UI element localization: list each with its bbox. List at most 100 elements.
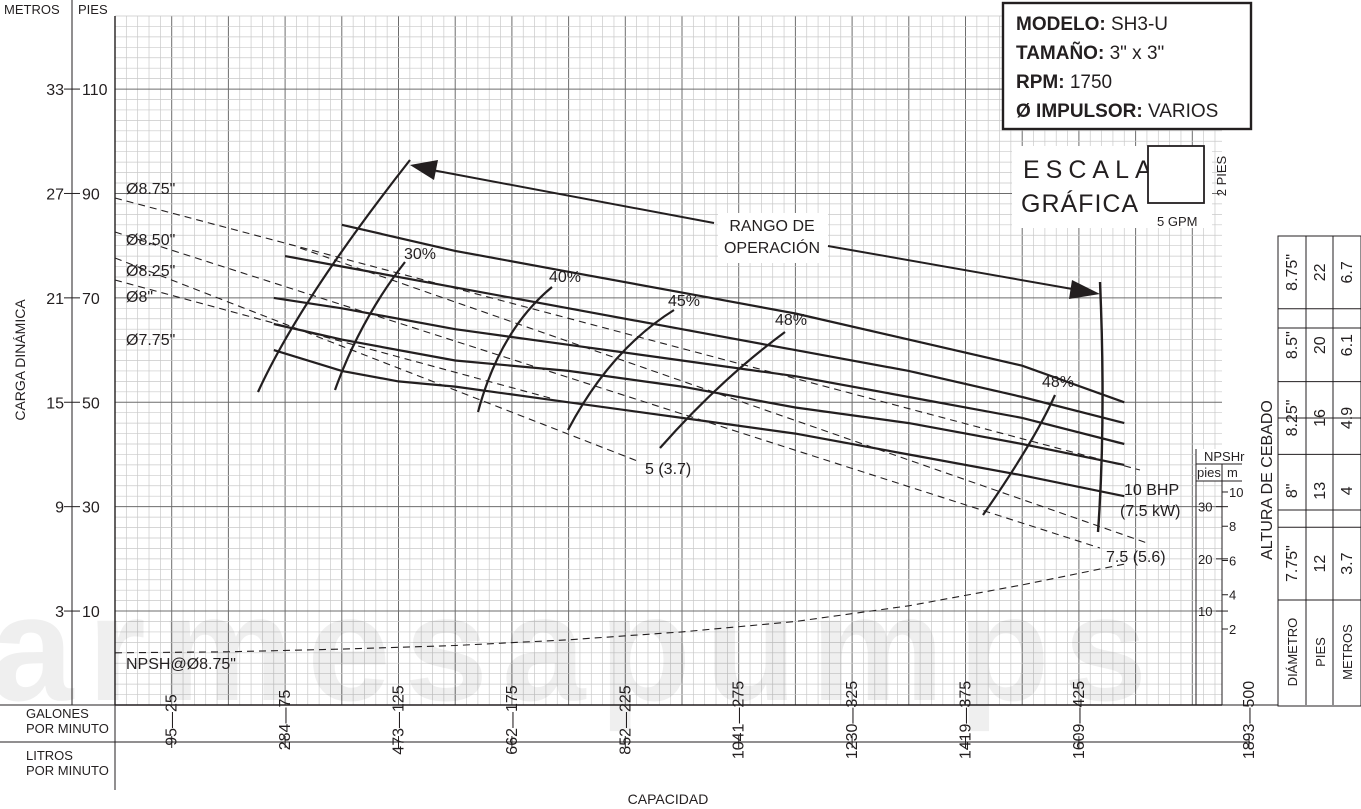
model-label: MODELO: [1016, 14, 1106, 35]
svg-text:TAMAÑO: 3" x 3": TAMAÑO: 3" x 3" [1016, 42, 1164, 64]
x-tick-1: 284—75 [277, 690, 294, 751]
y-tick-ft-2: 50 [82, 395, 100, 412]
scale-gpm: 5 GPM [1157, 214, 1197, 229]
efficiency-curve-3 [567, 309, 675, 431]
svg-text:RPM: 1750: RPM: 1750 [1016, 72, 1112, 93]
y-tick-ft-3: 70 [82, 291, 100, 308]
series-label-1: Ø8.50" [126, 232, 175, 249]
rpm-label: RPM: [1016, 72, 1065, 93]
power-lines [114, 197, 1151, 549]
bhp-line-0 [114, 197, 1141, 471]
svg-text:MODELO: SH3-U: MODELO: SH3-U [1016, 14, 1168, 35]
npsh-tick-m-2: 6 [1229, 553, 1236, 568]
x-tick-9: 1893—500 [1241, 681, 1258, 759]
priming-header-2: METROS [1340, 624, 1355, 680]
eff-label-2: 45% [668, 293, 700, 310]
y-tick-m-1: 9 [55, 500, 64, 517]
series-label-4: Ø7.75" [126, 332, 175, 349]
head-curve-4 [273, 349, 1125, 498]
efficiency-curves [256, 159, 1057, 516]
npsh-tick-ft-1: 20 [1198, 552, 1212, 567]
power-label-10kw: (7.5 kW) [1120, 503, 1180, 520]
x-tick-4: 852—225 [617, 685, 634, 754]
efficiency-labels: 30% 40% 45% 48% 48% [404, 246, 1074, 391]
head-curve-3 [273, 322, 1125, 466]
x-tick-2: 473—125 [391, 685, 408, 754]
priming-cell-0-diameter: 8.75" [1284, 254, 1301, 291]
operating-range: RANGO DE OPERACIÓN [410, 160, 1100, 299]
series-label-0: Ø8.75" [126, 181, 175, 198]
y-tick-m-5: 33 [46, 82, 64, 99]
power-label-5: 5 (3.7) [645, 461, 691, 478]
x-tick-6: 1230—325 [844, 681, 861, 759]
npsh-tick-m-0: 2 [1229, 622, 1236, 637]
gpm-label-2: POR MINUTO [26, 721, 109, 736]
series-label-3: Ø8" [126, 289, 153, 306]
power-label-75: 7.5 (5.6) [1106, 549, 1166, 566]
y-tick-m-0: 3 [55, 604, 64, 621]
bhp-line-1 [114, 231, 1101, 549]
series-label-2: Ø8.25" [126, 263, 175, 280]
x-tick-0: 95—25 [164, 694, 181, 746]
npsh-tick-m-4: 10 [1229, 485, 1243, 500]
npsh-tick-m-1: 4 [1229, 588, 1236, 603]
x-tick-8: 1609—425 [1071, 681, 1088, 759]
y-tick-ft-0: 10 [82, 604, 100, 621]
plot-grid [114, 15, 1222, 706]
scale-line2: GRÁFICA [1021, 189, 1139, 218]
eff-label-1: 40% [549, 269, 581, 286]
efficiency-curve-2 [476, 286, 553, 413]
model-box: MODELO: SH3-U TAMAÑO: 3" x 3" RPM: 1750 … [1001, 1, 1253, 131]
npsh-unit-m: m [1227, 465, 1238, 480]
graphic-scale: ESCALA GRÁFICA 5 GPM 2 PIES [1012, 145, 1229, 229]
npsh-unit-ft: pies [1197, 465, 1221, 480]
npsh-axis-title: NPSHr [1204, 449, 1245, 464]
curve-labels: Ø8.75" Ø8.50" Ø8.25" Ø8" Ø7.75" [126, 181, 175, 349]
rpm-value: 1750 [1070, 72, 1112, 93]
y-tick-ft-1: 30 [82, 500, 100, 517]
npsh-tick-m-3: 8 [1229, 519, 1236, 534]
efficiency-curve-4 [659, 331, 786, 449]
lpm-label-1: LITROS [26, 748, 73, 763]
priming-cell-3-feet: 13 [1312, 482, 1329, 500]
head-curves [273, 223, 1125, 498]
priming-cell-4-diameter: 7.75" [1284, 545, 1301, 582]
lpm-label-2: POR MINUTO [26, 763, 109, 778]
eff-label-0: 30% [404, 246, 436, 263]
priming-title: ALTURA DE CEBADO [1259, 400, 1276, 560]
priming-cell-3-diameter: 8" [1284, 484, 1301, 499]
x-tick-7: 1419—375 [958, 681, 975, 759]
y-tick-m-3: 21 [46, 291, 64, 308]
range-label-1: RANGO DE [729, 218, 814, 235]
bhp-line-4 [299, 247, 1151, 545]
y-tick-m-2: 15 [46, 395, 64, 412]
watermark: armesapumps [0, 564, 1161, 732]
size-label: TAMAÑO: [1016, 42, 1104, 64]
efficiency-curve-0 [256, 159, 411, 393]
eff-label-3: 48% [775, 312, 807, 329]
power-labels: 5 (3.7) 7.5 (5.6) 10 BHP (7.5 kW) [645, 461, 1180, 566]
bhp-line-2 [114, 257, 641, 463]
efficiency-curve-1 [333, 261, 406, 391]
x-ticks: 95—25 284—75 473—125 662—175 852—225 1041—275… [164, 681, 1258, 759]
bhp-line-3 [114, 279, 551, 399]
npsh-tick-ft-0: 10 [1198, 604, 1212, 619]
y-axis-title: CARGA DINÁMICA [12, 299, 28, 421]
impeller-label: Ø IMPULSOR: [1016, 101, 1143, 122]
axes-frame [0, 0, 1361, 790]
priming-header-0: DIÁMETRO [1285, 618, 1300, 687]
npsh-tick-ft-2: 30 [1198, 500, 1212, 515]
operating-range-end-line [1096, 281, 1104, 533]
y-unit-left: METROS [4, 2, 60, 17]
y-ticks: 3 10 9 30 15 50 21 70 27 90 33 110 [46, 82, 107, 621]
head-curve-0 [341, 223, 1125, 404]
priming-cell-0-feet: 22 [1312, 263, 1329, 281]
y-unit-right: PIES [78, 2, 108, 17]
priming-cell-1-meters: 6.1 [1339, 334, 1356, 356]
priming-table: 8.75" 22 6.7 8.5" 20 6.1 8.25" 16 4.9 8" 13 4 7.75" 1… [1259, 235, 1361, 707]
priming-cell-2-meters: 4.9 [1339, 407, 1356, 429]
size-value: 3" x 3" [1110, 43, 1165, 64]
head-curve-2 [273, 296, 1125, 446]
priming-cell-1-feet: 20 [1312, 336, 1329, 354]
y-tick-ft-5: 110 [82, 82, 108, 99]
